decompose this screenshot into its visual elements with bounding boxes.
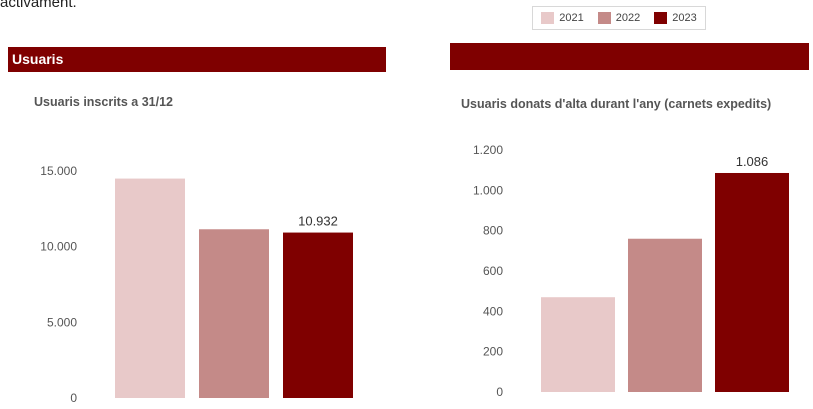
chart-title-inscrits: Usuaris inscrits a 31/12 [34, 95, 173, 109]
altes-ytick-label: 0 [496, 385, 503, 399]
section-title-bar: Usuaris [8, 47, 386, 72]
inscrits-bar-2023 [283, 232, 353, 398]
inscrits-data-label-2023: 10.932 [298, 214, 338, 229]
altes-ytick-label: 600 [483, 264, 503, 278]
legend-swatch-2023 [654, 12, 668, 24]
chart-title-altes: Usuaris donats d'alta durant l'any (carn… [461, 97, 772, 111]
altes-ytick-label: 400 [483, 304, 503, 318]
header-text: activament. [0, 0, 77, 11]
inscrits-bar-2022 [199, 229, 269, 398]
section-bar-right [450, 43, 809, 70]
inscrits-ytick-label: 15.000 [40, 164, 77, 178]
legend-label-2022: 2022 [615, 12, 641, 24]
inscrits-bar-2021 [115, 178, 185, 398]
altes-bar-2022 [628, 238, 702, 392]
legend-item-2023: 2023 [654, 12, 697, 24]
legend-item-2021: 2021 [541, 12, 584, 24]
altes-ytick-label: 1.200 [473, 143, 503, 157]
legend-item-2022: 2022 [597, 12, 641, 24]
legend-swatch-2021 [541, 12, 555, 24]
legend-label-2021: 2021 [559, 12, 584, 24]
altes-bar-2023 [715, 172, 789, 392]
inscrits-ytick-label: 5.000 [47, 315, 77, 329]
inscrits-ytick-label: 10.000 [40, 240, 77, 254]
altes-data-label-2023: 1.086 [736, 154, 769, 169]
inscrits-ytick-label: 0 [70, 391, 77, 405]
chart-legend: 2021 2022 2023 [532, 6, 706, 30]
altes-ytick-label: 1.000 [473, 183, 503, 197]
legend-swatch-2022 [597, 12, 611, 24]
altes-ytick-label: 800 [483, 224, 503, 238]
altes-ytick-label: 200 [483, 345, 503, 359]
altes-bar-2021 [541, 297, 615, 392]
legend-label-2023: 2023 [672, 12, 697, 24]
